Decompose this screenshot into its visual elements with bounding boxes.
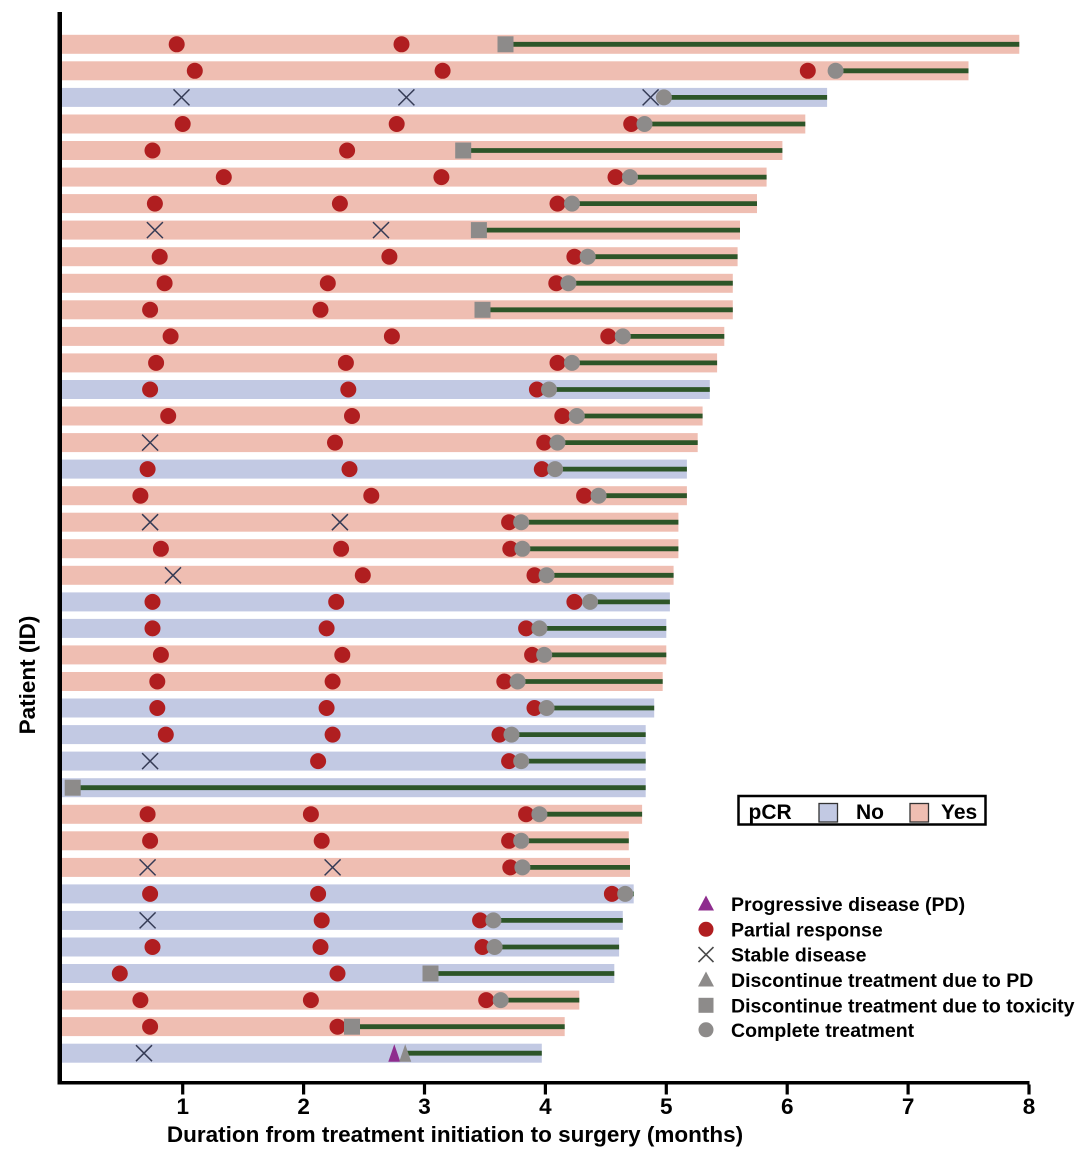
- svg-text:1: 1: [176, 1094, 189, 1119]
- svg-text:Complete treatment: Complete treatment: [731, 1020, 915, 1042]
- svg-text:Discontinue treatment due to t: Discontinue treatment due to toxicity: [731, 995, 1075, 1017]
- svg-text:6: 6: [781, 1094, 794, 1119]
- svg-text:8: 8: [1023, 1094, 1036, 1119]
- svg-text:Progressive disease (PD): Progressive disease (PD): [731, 894, 965, 916]
- svg-text:Discontinue treatment due to P: Discontinue treatment due to PD: [731, 970, 1033, 992]
- svg-text:3: 3: [418, 1094, 431, 1119]
- svg-text:No: No: [856, 801, 884, 824]
- svg-text:7: 7: [902, 1094, 915, 1119]
- svg-text:Partial response: Partial response: [731, 919, 883, 941]
- svg-text:pCR: pCR: [749, 801, 792, 824]
- svg-text:Duration from treatment initia: Duration from treatment initiation to su…: [167, 1122, 743, 1147]
- svg-text:5: 5: [660, 1094, 673, 1119]
- svg-text:Yes: Yes: [941, 801, 977, 824]
- svg-text:2: 2: [297, 1094, 310, 1119]
- svg-text:Patient (ID): Patient (ID): [15, 616, 40, 735]
- svg-text:Stable disease: Stable disease: [731, 945, 867, 967]
- svg-text:4: 4: [539, 1094, 552, 1119]
